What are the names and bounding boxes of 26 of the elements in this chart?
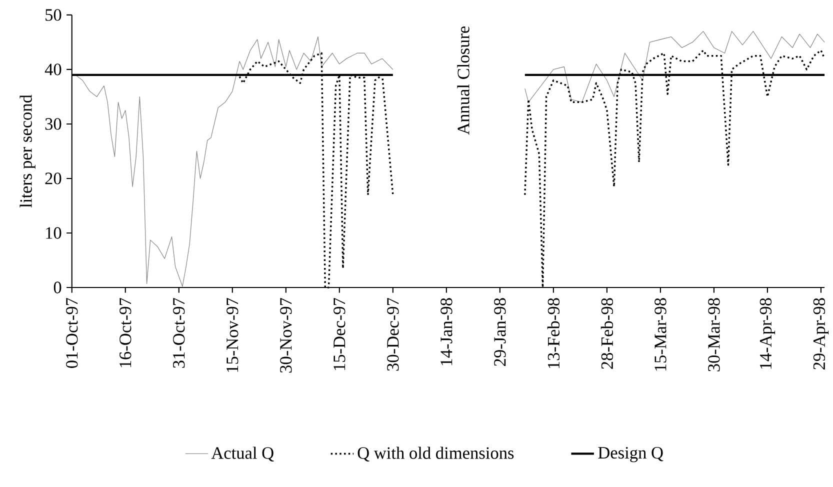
legend-label: Q with old dimensions — [358, 446, 514, 462]
x-tick-label: 15-Nov-97 — [226, 298, 238, 372]
legend-label: Design Q — [598, 446, 664, 462]
x-tick-label: 01-Oct-97 — [66, 298, 78, 368]
x-tick-label: 15-Mar-98 — [654, 298, 666, 371]
y-tick-label: 30 — [45, 118, 62, 130]
x-tick-label: 30-Mar-98 — [708, 298, 720, 372]
x-tick-label: 13-Feb-98 — [547, 298, 560, 368]
x-tick-label: 29-Apr-98 — [813, 298, 829, 370]
x-tick-label: 31-Oct-97 — [173, 298, 185, 368]
y-tick-label: 10 — [46, 227, 62, 239]
y-axis-title: liters per second — [20, 94, 36, 208]
x-tick-label: 15-Dec-97 — [334, 298, 346, 370]
annotation: Annual Closure — [457, 26, 470, 135]
legend-label: Actual Q — [211, 446, 274, 462]
x-tick-label: 16-Oct-97 — [120, 298, 132, 368]
y-tick-label: 0 — [54, 282, 62, 294]
x-tick-label: 28-Feb-98 — [600, 298, 614, 369]
x-tick-label: 30-Nov-97 — [280, 298, 292, 373]
x-tick-label: 29-Jan-98 — [494, 298, 506, 366]
y-tick-label: 50 — [46, 9, 62, 21]
y-tick-label: 40 — [44, 64, 62, 76]
x-tick-label: 30-Dec-97 — [387, 298, 399, 371]
y-tick-label: 20 — [45, 172, 62, 184]
x-tick-label: 14-Apr-98 — [760, 298, 776, 369]
x-tick-label: 14-Jan-98 — [440, 298, 452, 366]
